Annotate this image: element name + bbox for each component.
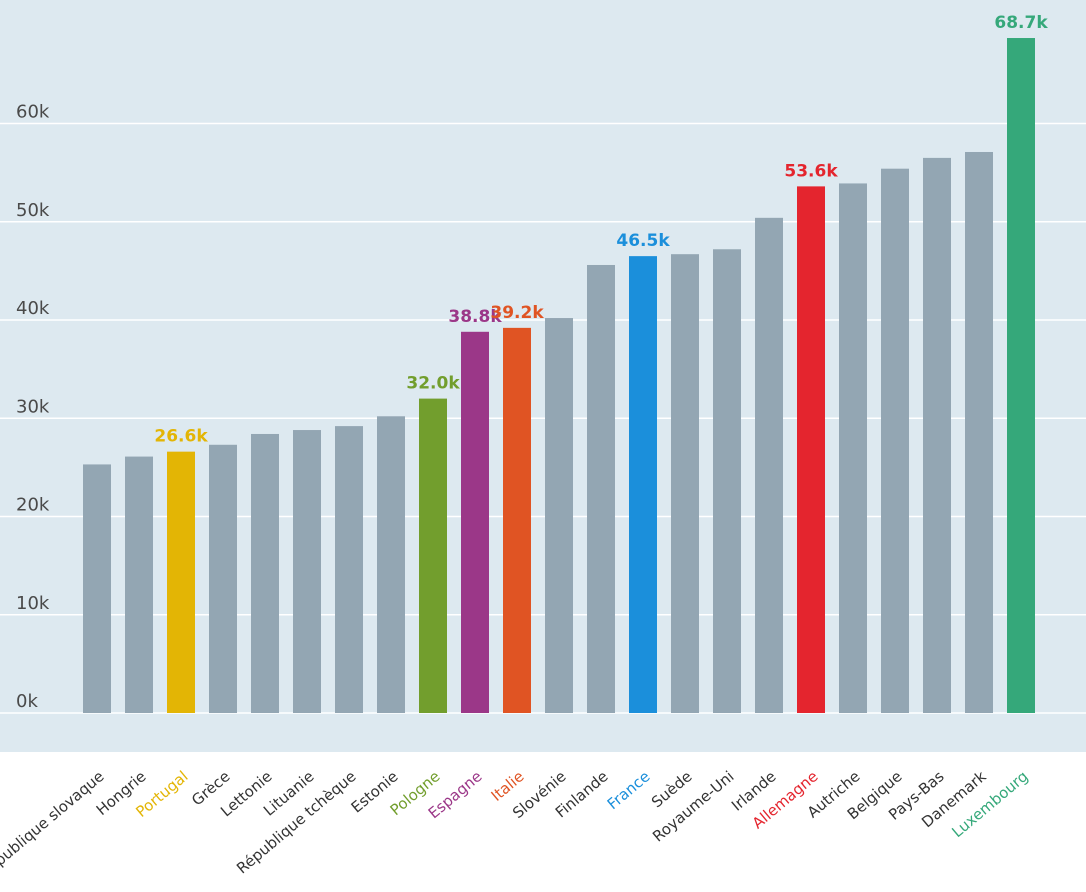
bar — [587, 264, 615, 713]
bar — [755, 217, 783, 713]
data-label: 32.0k — [406, 374, 460, 394]
data-label: 39.2k — [490, 303, 544, 323]
y-tick-label: 50k — [16, 200, 50, 221]
bar — [923, 157, 951, 713]
bar — [251, 433, 279, 713]
bar — [461, 331, 489, 713]
bar — [545, 318, 573, 713]
y-axis-tick-labels: 0k 10k 20k 30k 40k 50k 60k — [16, 102, 50, 713]
bar — [503, 327, 531, 713]
bar — [83, 464, 111, 713]
bar — [377, 416, 405, 713]
y-tick-label: 20k — [16, 495, 50, 516]
bar — [419, 398, 447, 713]
bars — [83, 38, 1035, 714]
bar — [671, 254, 699, 714]
data-label: 53.6k — [784, 161, 838, 181]
bar — [839, 183, 867, 713]
y-tick-label: 40k — [16, 298, 50, 319]
bar — [293, 430, 321, 713]
category-label: France — [604, 767, 654, 813]
data-label: 38.8k — [448, 307, 502, 327]
bar — [1007, 38, 1035, 713]
bar — [629, 256, 657, 713]
y-tick-label: 60k — [16, 102, 50, 123]
bar — [713, 249, 741, 713]
bar — [965, 151, 993, 713]
y-tick-label: 30k — [16, 396, 50, 417]
y-tick-label: 0k — [16, 691, 38, 712]
bar — [797, 186, 825, 713]
bar — [167, 451, 195, 713]
bar — [881, 168, 909, 713]
category-label: République slovaque — [0, 767, 108, 881]
bar — [125, 456, 153, 713]
x-axis-category-labels: République slovaqueHongriePortugalGrèceL… — [0, 767, 1032, 882]
bar — [335, 426, 363, 713]
y-tick-label: 10k — [16, 593, 50, 614]
data-label: 46.5k — [616, 231, 670, 251]
bar — [209, 444, 237, 713]
data-label: 26.6k — [154, 427, 208, 447]
data-label: 68.7k — [994, 13, 1048, 33]
